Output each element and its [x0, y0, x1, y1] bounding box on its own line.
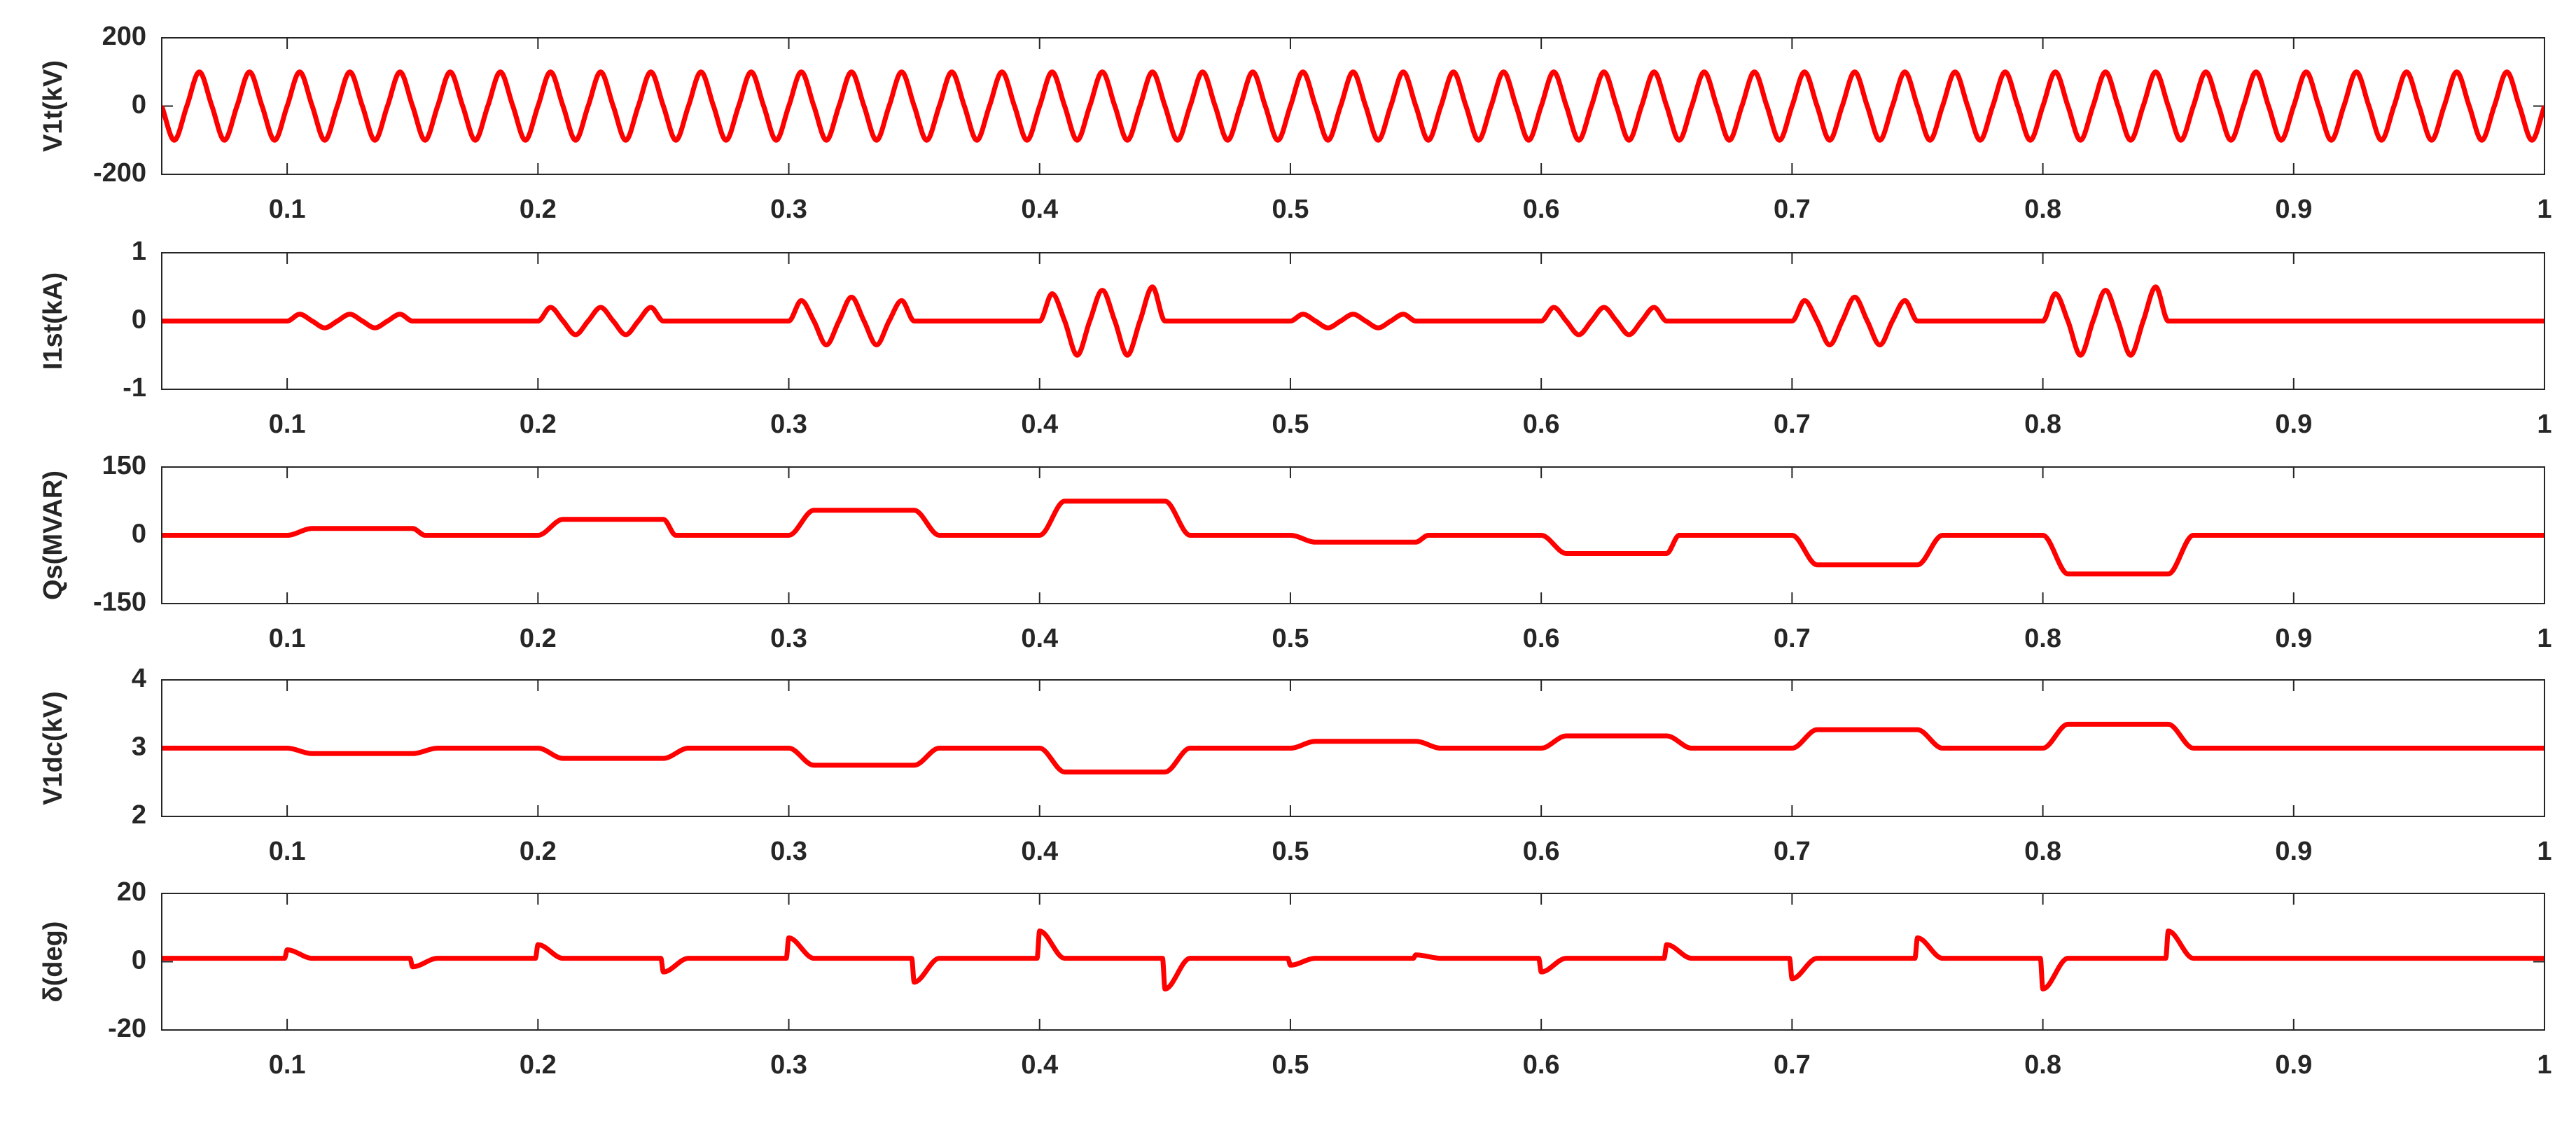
plot-frame	[161, 679, 2545, 817]
y-tick-label: 3	[132, 732, 146, 762]
x-tick-label: 0.2	[520, 837, 557, 866]
y-axis-label: V1t(kV)	[39, 60, 68, 152]
x-tick-label: 1	[2537, 837, 2551, 866]
x-tick-label: 0.9	[2275, 837, 2312, 866]
x-tick-label: 0.4	[1021, 195, 1058, 224]
x-tick-label: 0.7	[1774, 837, 1811, 866]
x-tick-label: 0.8	[2024, 837, 2061, 866]
x-tick-label: 0.6	[1523, 410, 1560, 439]
x-tick-label: 0.3	[770, 837, 807, 866]
x-tick-label: 0.3	[770, 410, 807, 439]
x-tick-label: 0.2	[520, 1050, 557, 1080]
x-tick-label: 1	[2537, 410, 2551, 439]
plot-frame	[161, 466, 2545, 604]
x-tick-label: 0.6	[1523, 195, 1560, 224]
x-tick-label: 0.7	[1774, 410, 1811, 439]
x-tick-label: 0.1	[269, 624, 306, 653]
plot-area	[162, 893, 2544, 1030]
x-tick-label: 0.7	[1774, 624, 1811, 653]
x-tick-label: 0.2	[520, 195, 557, 224]
plot-frame	[161, 893, 2545, 1031]
y-tick-label: 1	[132, 237, 146, 266]
x-tick-label: 0.1	[269, 1050, 306, 1080]
y-axis-label: I1st(kA)	[39, 272, 68, 370]
x-tick-label: 0.4	[1021, 624, 1058, 653]
x-tick-label: 0.9	[2275, 195, 2312, 224]
y-axis-label: V1dc(kV)	[39, 691, 68, 805]
y-axis-label: Qs(MVAR)	[39, 471, 68, 600]
data-line	[162, 499, 2544, 577]
data-line	[162, 69, 2544, 143]
y-tick-label: 150	[102, 451, 146, 480]
x-tick-label: 0.6	[1523, 837, 1560, 866]
y-tick-label: 0	[132, 305, 146, 335]
y-tick-label: 0	[132, 90, 146, 120]
data-line	[162, 284, 2544, 358]
x-tick-label: 0.8	[2024, 410, 2061, 439]
y-axis-label: δ(deg)	[39, 921, 68, 1003]
x-tick-label: 1	[2537, 1050, 2551, 1080]
y-tick-label: -1	[123, 373, 146, 403]
plot-frame	[161, 252, 2545, 390]
y-tick-label: 20	[117, 877, 146, 907]
y-tick-label: -200	[93, 158, 146, 188]
x-tick-label: 0.9	[2275, 410, 2312, 439]
x-tick-label: 0.8	[2024, 195, 2061, 224]
x-tick-label: 0.3	[770, 624, 807, 653]
x-tick-label: 0.1	[269, 410, 306, 439]
x-tick-label: 0.9	[2275, 624, 2312, 653]
x-tick-label: 0.8	[2024, 624, 2061, 653]
y-tick-label: 0	[132, 946, 146, 975]
x-tick-label: 0.8	[2024, 1050, 2061, 1080]
x-tick-label: 0.2	[520, 624, 557, 653]
x-tick-label: 0.3	[770, 195, 807, 224]
y-tick-label: -150	[93, 587, 146, 617]
y-tick-label: -20	[108, 1014, 146, 1043]
x-tick-label: 0.5	[1272, 624, 1309, 653]
x-tick-label: 0.2	[520, 410, 557, 439]
x-tick-label: 0.5	[1272, 1050, 1309, 1080]
plot-area	[162, 680, 2544, 816]
plot-area	[162, 467, 2544, 604]
x-tick-label: 0.7	[1774, 195, 1811, 224]
x-tick-label: 0.4	[1021, 1050, 1058, 1080]
plot-area	[162, 38, 2544, 174]
x-tick-label: 0.6	[1523, 624, 1560, 653]
data-line	[162, 721, 2544, 775]
plot-area	[162, 253, 2544, 389]
x-tick-label: 0.9	[2275, 1050, 2312, 1080]
plot-frame	[161, 37, 2545, 175]
x-tick-label: 0.5	[1272, 195, 1309, 224]
x-tick-label: 1	[2537, 624, 2551, 653]
x-tick-label: 0.1	[269, 195, 306, 224]
x-tick-label: 0.6	[1523, 1050, 1560, 1080]
x-tick-label: 0.4	[1021, 410, 1058, 439]
x-tick-label: 0.7	[1774, 1050, 1811, 1080]
y-tick-label: 4	[132, 664, 146, 693]
y-tick-label: 200	[102, 22, 146, 51]
data-line	[162, 928, 2544, 991]
x-tick-label: 1	[2537, 195, 2551, 224]
x-tick-label: 0.4	[1021, 837, 1058, 866]
y-tick-label: 2	[132, 800, 146, 830]
y-tick-label: 0	[132, 520, 146, 549]
x-tick-label: 0.5	[1272, 410, 1309, 439]
x-tick-label: 0.3	[770, 1050, 807, 1080]
x-tick-label: 0.5	[1272, 837, 1309, 866]
x-tick-label: 0.1	[269, 837, 306, 866]
